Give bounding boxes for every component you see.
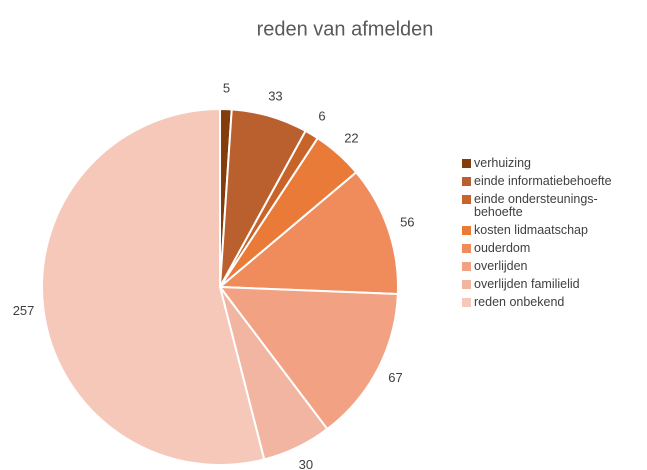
- data-label: 6: [318, 109, 325, 124]
- chart-title: reden van afmelden: [257, 18, 434, 40]
- legend-label: einde ondersteunings- behoefte: [474, 192, 598, 219]
- data-label: 67: [388, 370, 402, 385]
- legend-swatch: [462, 177, 471, 186]
- legend-swatch: [462, 280, 471, 289]
- legend-label: einde informatiebehoefte: [474, 174, 612, 188]
- pie-slice: [217, 170, 399, 296]
- legend-item: einde informatiebehoefte: [462, 173, 612, 188]
- legend-swatch: [462, 226, 471, 235]
- legend: verhuizing einde informatiebehoefte einde …: [462, 155, 612, 312]
- legend-label: kosten lidmaatschap: [474, 223, 588, 237]
- data-label: 33: [268, 88, 282, 103]
- legend-swatch: [462, 244, 471, 253]
- legend-swatch: [462, 262, 471, 271]
- data-label: 5: [223, 81, 230, 96]
- legend-item: verhuizing: [462, 155, 612, 170]
- legend-label: overlijden: [474, 259, 528, 273]
- pie-slice: [41, 107, 266, 466]
- data-label: 257: [13, 303, 35, 318]
- legend-item: overlijden: [462, 258, 612, 273]
- legend-item: ouderdom: [462, 240, 612, 255]
- data-label: 22: [344, 130, 358, 145]
- legend-item: reden onbekend: [462, 294, 612, 309]
- data-label: 30: [299, 457, 313, 470]
- legend-label: verhuizing: [474, 156, 531, 170]
- legend-swatch: [462, 298, 471, 307]
- legend-swatch: [462, 195, 471, 204]
- legend-label: ouderdom: [474, 241, 531, 255]
- pie-slice: [217, 285, 399, 431]
- legend-item: kosten lidmaatschap: [462, 222, 612, 237]
- legend-label: reden onbekend: [474, 295, 565, 309]
- legend-swatch: [462, 159, 471, 168]
- data-label: 56: [400, 214, 414, 229]
- legend-item: overlijden familielid: [462, 276, 612, 291]
- legend-item: einde ondersteunings- behoefte: [462, 191, 612, 219]
- legend-label: overlijden familielid: [474, 277, 580, 291]
